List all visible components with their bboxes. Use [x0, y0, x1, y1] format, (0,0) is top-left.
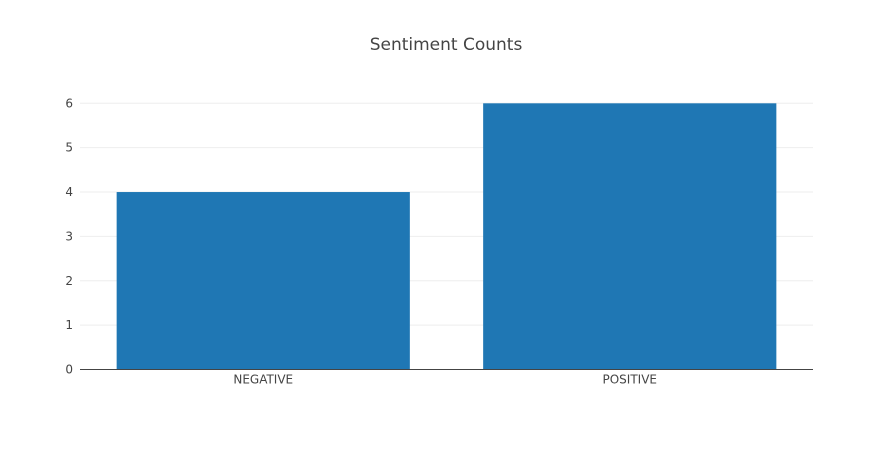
x-tick-label: NEGATIVE	[233, 373, 293, 387]
chart-title: Sentiment Counts	[370, 35, 523, 55]
y-tick-label: 6	[65, 96, 73, 110]
y-tick-label: 4	[65, 185, 73, 199]
y-tick-label: 1	[65, 318, 73, 332]
y-tick-label: 0	[65, 363, 73, 377]
bar-negative	[116, 192, 410, 370]
y-tick-label: 5	[65, 141, 73, 155]
y-tick-label: 2	[65, 274, 73, 288]
x-tick-label: POSITIVE	[603, 373, 658, 387]
bar-positive	[483, 103, 777, 370]
y-tick-label: 3	[65, 229, 73, 243]
x-tick-labels: NEGATIVE POSITIVE	[233, 373, 657, 387]
y-tick-labels: 0 1 2 3 4 5 6	[65, 96, 73, 376]
bars	[116, 103, 777, 370]
